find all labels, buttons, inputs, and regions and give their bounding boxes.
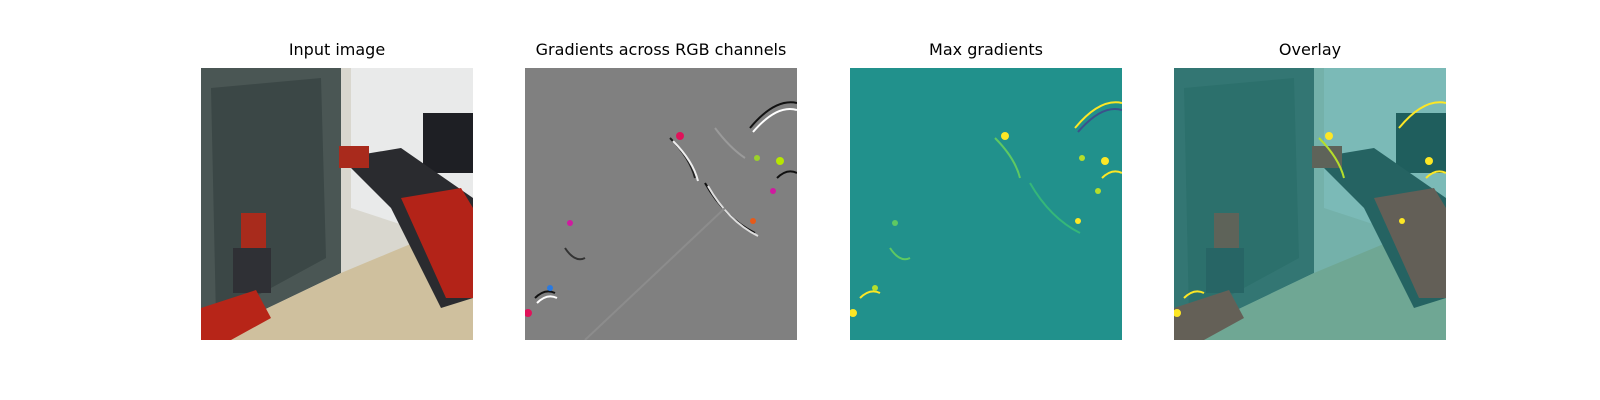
rgb-gradients-image <box>525 68 797 340</box>
max-gradients-image <box>850 68 1122 340</box>
panel-title: Overlay <box>1278 40 1342 59</box>
panel-title: Gradients across RGB channels <box>535 40 787 59</box>
input-image <box>201 68 473 340</box>
overlay-image <box>1174 68 1446 340</box>
panel-title: Max gradients <box>929 40 1043 59</box>
panel-title: Input image <box>288 40 386 59</box>
